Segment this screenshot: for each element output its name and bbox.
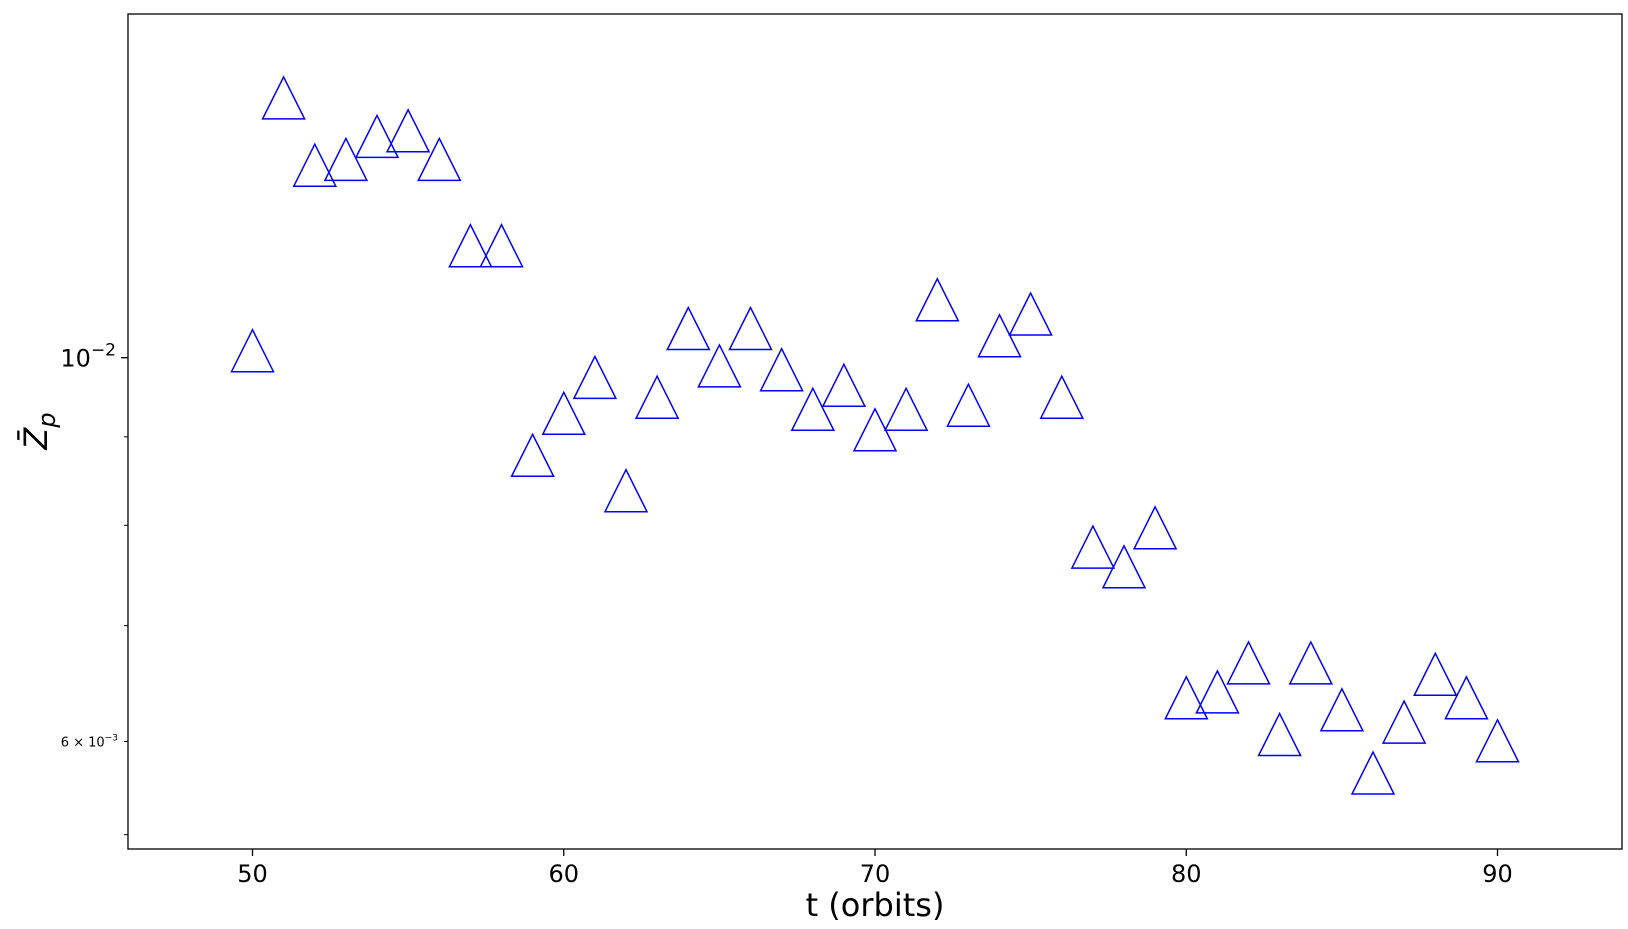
y-axis-label: Z̄p xyxy=(16,412,61,450)
plot-frame xyxy=(127,13,1623,850)
data-point xyxy=(1350,750,1396,795)
y-tick-label-major: 10−2 xyxy=(60,341,116,373)
data-point xyxy=(790,386,836,432)
data-series xyxy=(230,75,1520,795)
data-point xyxy=(1039,374,1085,419)
y-tick-label-minor: 6 × 10−3 xyxy=(61,733,118,750)
data-point xyxy=(883,386,929,432)
data-point xyxy=(541,390,587,436)
data-point xyxy=(354,113,400,159)
y-axis-label-symbol: Z̄ xyxy=(16,427,55,451)
data-point xyxy=(479,223,524,268)
y-tick-label-mantissa: 6 × 10 xyxy=(61,735,105,750)
data-point xyxy=(697,343,742,388)
data-point xyxy=(417,136,462,182)
data-point xyxy=(1132,505,1178,550)
data-point xyxy=(821,362,867,408)
data-point xyxy=(1195,669,1240,714)
data-point xyxy=(292,142,338,187)
data-point xyxy=(323,136,369,182)
data-point xyxy=(977,313,1022,358)
data-point xyxy=(510,432,555,478)
data-point xyxy=(728,305,773,351)
data-point xyxy=(915,277,960,322)
data-point xyxy=(1164,675,1209,720)
x-tick-label: 90 xyxy=(1482,860,1513,888)
y-axis-label-main: Z̄p xyxy=(16,412,61,450)
data-point xyxy=(1288,640,1334,685)
x-axis: 50 60 70 80 90 xyxy=(237,849,1513,888)
data-point xyxy=(603,468,649,513)
data-point xyxy=(1475,718,1520,763)
x-tick-label: 50 xyxy=(237,860,268,888)
data-point xyxy=(448,223,493,268)
x-tick-label: 60 xyxy=(548,860,579,888)
x-tick-label: 70 xyxy=(860,860,891,888)
x-axis-label: t (orbits) xyxy=(806,886,945,924)
y-tick-label-base: 10 xyxy=(60,345,91,373)
data-point xyxy=(1008,291,1053,336)
data-point xyxy=(261,75,306,120)
data-point xyxy=(1444,675,1489,720)
data-point xyxy=(634,374,680,419)
data-point xyxy=(946,382,991,427)
data-point xyxy=(1101,544,1147,589)
data-point xyxy=(1226,640,1271,685)
y-axis-label-subscript: p xyxy=(33,412,61,428)
y-axis: 10−2 6 × 10−3 xyxy=(60,341,128,836)
data-point xyxy=(759,347,804,392)
y-tick-label-exponent: −2 xyxy=(91,341,116,361)
data-point xyxy=(1319,687,1365,732)
y-tick-label-exponent: −3 xyxy=(105,733,118,743)
data-point xyxy=(1413,651,1458,697)
data-point xyxy=(1381,699,1427,744)
data-point xyxy=(385,108,431,153)
data-point xyxy=(230,328,275,373)
data-point xyxy=(1257,711,1302,757)
data-point xyxy=(1070,524,1116,569)
data-point xyxy=(666,305,711,351)
data-point xyxy=(572,354,618,400)
x-tick-label: 80 xyxy=(1171,860,1202,888)
